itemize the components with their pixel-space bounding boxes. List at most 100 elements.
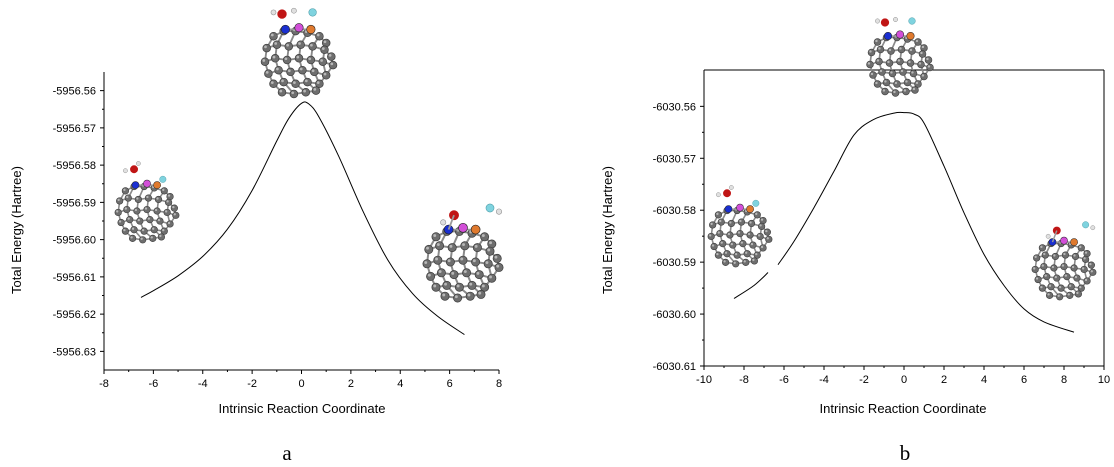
carbon-atom	[272, 40, 282, 49]
carbon-atom	[483, 259, 493, 269]
atom-highlight	[1035, 277, 1039, 280]
carbon-atom	[876, 45, 885, 54]
atom-highlight	[710, 222, 713, 226]
carbon-atom	[742, 258, 750, 266]
atom-highlight	[716, 212, 719, 215]
chart-panel-a: -8 -6 -4 -2 0 2 4 6 8 -5956.63 -5956.62 -5956.61 -59…	[9, 72, 502, 465]
atom-highlight	[166, 200, 169, 203]
atom-highlight	[1058, 286, 1062, 289]
panel-b-x-tick-label: -6	[779, 374, 789, 386]
carbon-atom	[291, 79, 300, 89]
panel-a-x-tick-label: -8	[99, 378, 109, 390]
atom-highlight	[131, 227, 135, 230]
oxygen-atom	[723, 189, 731, 198]
carbon-atom	[1089, 268, 1097, 276]
atom-highlight	[747, 232, 751, 236]
atom-highlight	[118, 220, 122, 223]
carbon-atom	[924, 56, 933, 64]
carbon-atom	[736, 229, 744, 238]
atom-highlight	[489, 275, 492, 279]
panel-a-x-tick-label: 8	[496, 378, 502, 390]
atom-highlight	[485, 261, 489, 264]
carbon-atom	[270, 54, 280, 63]
panel-a-x-tick-label: 0	[298, 378, 304, 390]
carbon-atom	[1041, 251, 1049, 259]
atom-highlight	[1076, 291, 1079, 295]
atom-highlight	[739, 219, 742, 223]
carbon-atom	[902, 87, 910, 96]
hydrogen-atom	[496, 208, 502, 215]
atom-highlight	[308, 57, 312, 61]
atom-highlight	[167, 221, 171, 225]
carbon-atom	[1046, 291, 1054, 299]
carbon-atom	[891, 89, 900, 97]
atom-highlight	[303, 89, 306, 93]
panel-a-energy-curve	[140, 101, 465, 336]
atom-highlight	[921, 45, 925, 49]
atom-highlight	[899, 47, 902, 50]
panel-a-label: a	[282, 441, 292, 465]
hydrogen-atom	[1090, 225, 1096, 231]
atom-highlight	[472, 259, 476, 263]
carbon-atom	[449, 270, 459, 280]
panel-a-y-tick-label: -5956.61	[53, 272, 96, 284]
carbon-atom	[306, 55, 316, 65]
atom-highlight	[759, 224, 762, 227]
fluorine-atom	[159, 175, 167, 183]
carbon-atom	[274, 65, 283, 75]
carbon-atom	[480, 232, 490, 242]
atom-highlight	[1071, 265, 1075, 269]
panel-b-y-tick-label: -6030.59	[653, 257, 696, 269]
carbon-atom	[445, 257, 455, 267]
carbon-atom	[269, 31, 278, 41]
atom-highlight	[298, 42, 301, 45]
carbon-atom	[311, 86, 321, 95]
atom-highlight	[427, 273, 431, 277]
carbon-atom	[1063, 273, 1071, 281]
carbon-atom	[1060, 262, 1068, 271]
phosphorus-atom	[746, 205, 754, 213]
fluorine-atom	[752, 199, 760, 207]
atom-highlight	[1054, 275, 1057, 279]
carbon-atom	[753, 211, 761, 219]
atom-highlight	[141, 229, 145, 232]
carbon-atom	[759, 244, 767, 252]
carbon-atom	[320, 45, 329, 55]
phosphorus-atom	[1070, 238, 1078, 246]
atom-highlight	[711, 244, 715, 247]
boron-atom	[1060, 236, 1068, 245]
nitrogen-atom	[131, 181, 140, 189]
carbon-atom	[296, 40, 305, 49]
carbon-atom	[467, 280, 477, 290]
atom-highlight	[494, 255, 498, 259]
atom-highlight	[888, 48, 892, 52]
carbon-atom	[914, 38, 922, 46]
carbon-atom	[882, 78, 891, 87]
atom-highlight	[1063, 252, 1066, 256]
atom-highlight	[435, 257, 438, 261]
carbon-atom	[714, 211, 723, 219]
atom-highlight	[745, 251, 748, 254]
carbon-atom	[747, 219, 756, 228]
atom-highlight	[172, 205, 175, 209]
carbon-atom	[765, 235, 773, 243]
carbon-atom	[303, 77, 312, 87]
atom-highlight	[162, 188, 165, 191]
carbon-atom	[294, 54, 304, 63]
panel-b-energy-curve	[733, 272, 769, 299]
atom-highlight	[876, 59, 880, 62]
panel-a-x-tick-label: 4	[397, 378, 403, 390]
atom-highlight	[1083, 257, 1086, 260]
panel-b-label: b	[900, 441, 911, 465]
carbon-atom	[264, 69, 273, 78]
atom-highlight	[766, 237, 769, 240]
panel-b-series	[733, 111, 1075, 333]
atom-highlight	[330, 62, 334, 66]
atom-highlight	[900, 69, 904, 73]
atom-highlight	[162, 229, 165, 232]
hydrogen-atom	[291, 7, 297, 14]
atom-highlight	[727, 232, 731, 236]
carbon-atom	[433, 255, 443, 265]
atom-highlight	[1084, 278, 1088, 282]
atom-highlight	[274, 42, 278, 45]
